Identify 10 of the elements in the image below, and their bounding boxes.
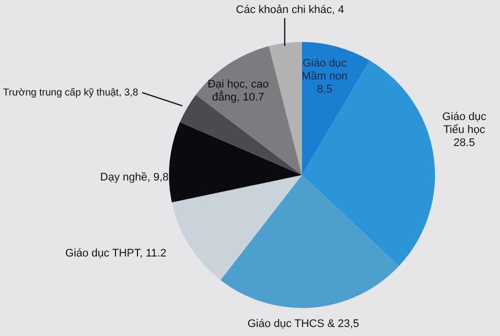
slice-label: Giáo dục THPT, 11.2 <box>65 248 166 260</box>
slice-label: Giáo dục Mầm non <box>302 58 348 83</box>
data-label: 28.5 <box>454 136 475 149</box>
slice-label: Đại học, cao đẳng, 10.7 <box>208 78 269 104</box>
slice-label: Giáo dục Tiểu học <box>442 110 487 136</box>
data-label: 8,5 <box>316 84 332 96</box>
slice-label: Trường trung cấp kỹ thuật, 3,8 <box>2 87 139 98</box>
slice-label: Giáo dục THCS & 23,5 <box>247 318 360 330</box>
slice-label: Dạy nghề, 9,8 <box>100 172 169 184</box>
slice-label: Các khoản chi khác, 4 <box>236 4 344 16</box>
